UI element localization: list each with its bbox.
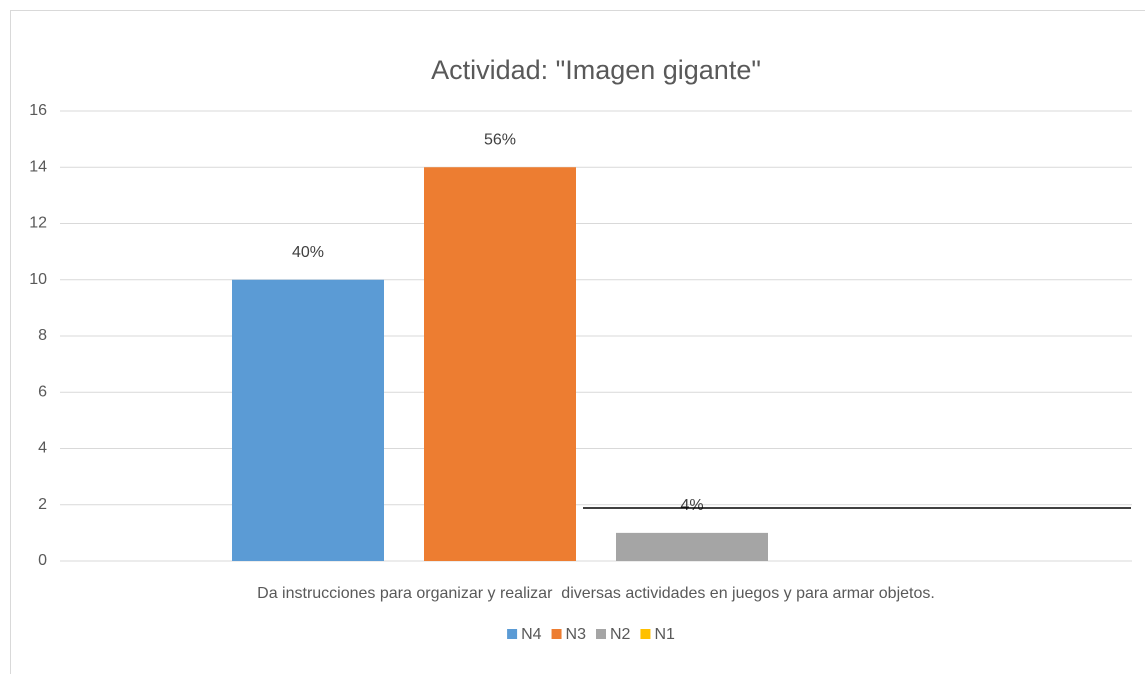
y-tick-label: 8 bbox=[38, 327, 47, 344]
data-label: 40% bbox=[292, 244, 324, 261]
data-label: 56% bbox=[484, 131, 516, 148]
legend-swatch bbox=[640, 629, 650, 639]
y-tick-label: 10 bbox=[29, 271, 47, 288]
legend-swatch bbox=[596, 629, 606, 639]
data-label: 4% bbox=[680, 497, 703, 514]
y-tick-label: 16 bbox=[29, 102, 47, 119]
chart-border bbox=[11, 11, 1145, 675]
y-tick-label: 0 bbox=[38, 552, 47, 569]
legend-label: N4 bbox=[521, 626, 542, 643]
y-tick-label: 14 bbox=[29, 158, 47, 175]
legend-label: N2 bbox=[610, 626, 631, 643]
chart-title: Actividad: "Imagen gigante" bbox=[431, 55, 761, 85]
bar bbox=[616, 533, 768, 561]
bar bbox=[232, 280, 384, 561]
y-tick-label: 6 bbox=[38, 383, 47, 400]
bar bbox=[424, 167, 576, 561]
legend-label: N3 bbox=[566, 626, 587, 643]
y-tick-label: 2 bbox=[38, 496, 47, 513]
legend-swatch bbox=[507, 629, 517, 639]
x-tick-label: Da instrucciones para organizar y realiz… bbox=[257, 585, 935, 602]
legend-swatch bbox=[552, 629, 562, 639]
y-tick-label: 12 bbox=[29, 215, 47, 232]
legend-label: N1 bbox=[654, 626, 675, 643]
y-tick-label: 4 bbox=[38, 440, 47, 457]
